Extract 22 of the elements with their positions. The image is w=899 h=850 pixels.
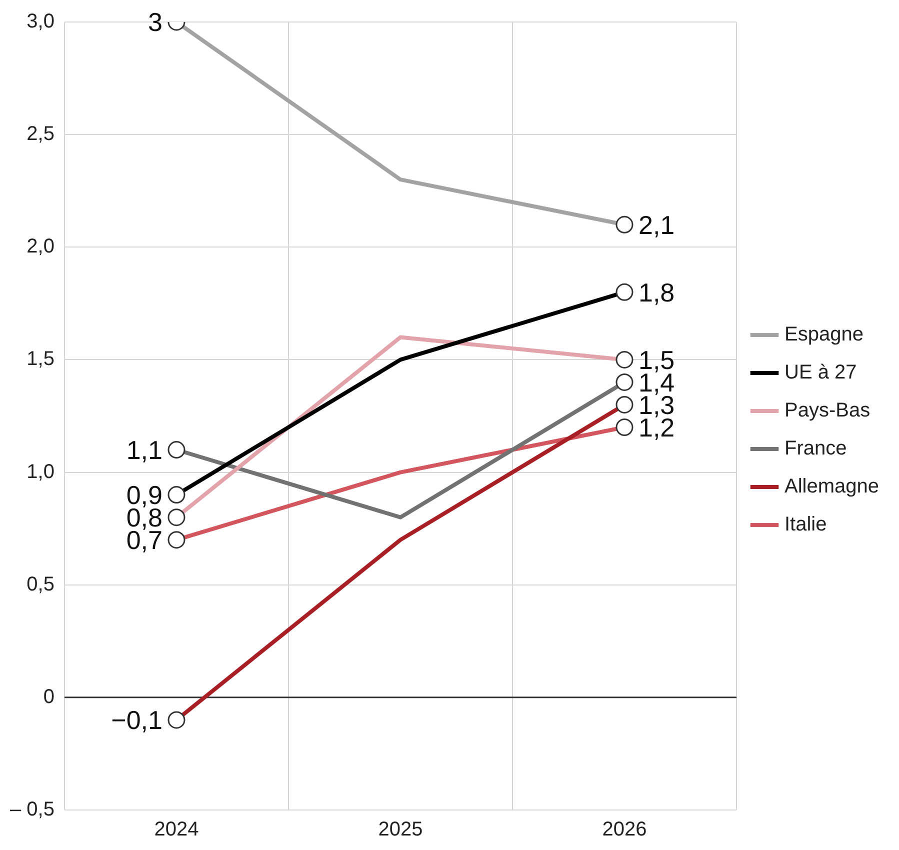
data-label: 1,8 xyxy=(638,277,675,308)
legend-label: Italie xyxy=(784,514,827,536)
y-tick-label: 2,0 xyxy=(26,236,54,258)
y-tick-label: 0 xyxy=(43,686,54,708)
x-tick-label: 2024 xyxy=(154,818,199,841)
y-tick-label: – 0,5 xyxy=(10,798,54,821)
y-tick-label: 0,5 xyxy=(26,573,54,596)
y-tick-label: 1,0 xyxy=(26,460,54,483)
legend-label: France xyxy=(784,438,847,460)
data-label: 1,1 xyxy=(126,434,162,465)
y-tick-label: 2,5 xyxy=(26,123,54,146)
x-tick-label: 2025 xyxy=(378,818,423,841)
data-label: 2,1 xyxy=(638,210,675,240)
data-label: −0,1 xyxy=(111,705,162,736)
legend-label: Allemagne xyxy=(784,476,880,498)
legend-label: Espagne xyxy=(784,324,864,346)
legend-label: UE à 27 xyxy=(784,362,857,384)
y-tick-label: 3,0 xyxy=(26,10,54,33)
y-tick-label: 1,5 xyxy=(26,348,54,370)
legend-label: Pays-Bas xyxy=(784,400,870,422)
data-label: 3 xyxy=(148,7,162,38)
x-tick-label: 2026 xyxy=(602,818,647,841)
